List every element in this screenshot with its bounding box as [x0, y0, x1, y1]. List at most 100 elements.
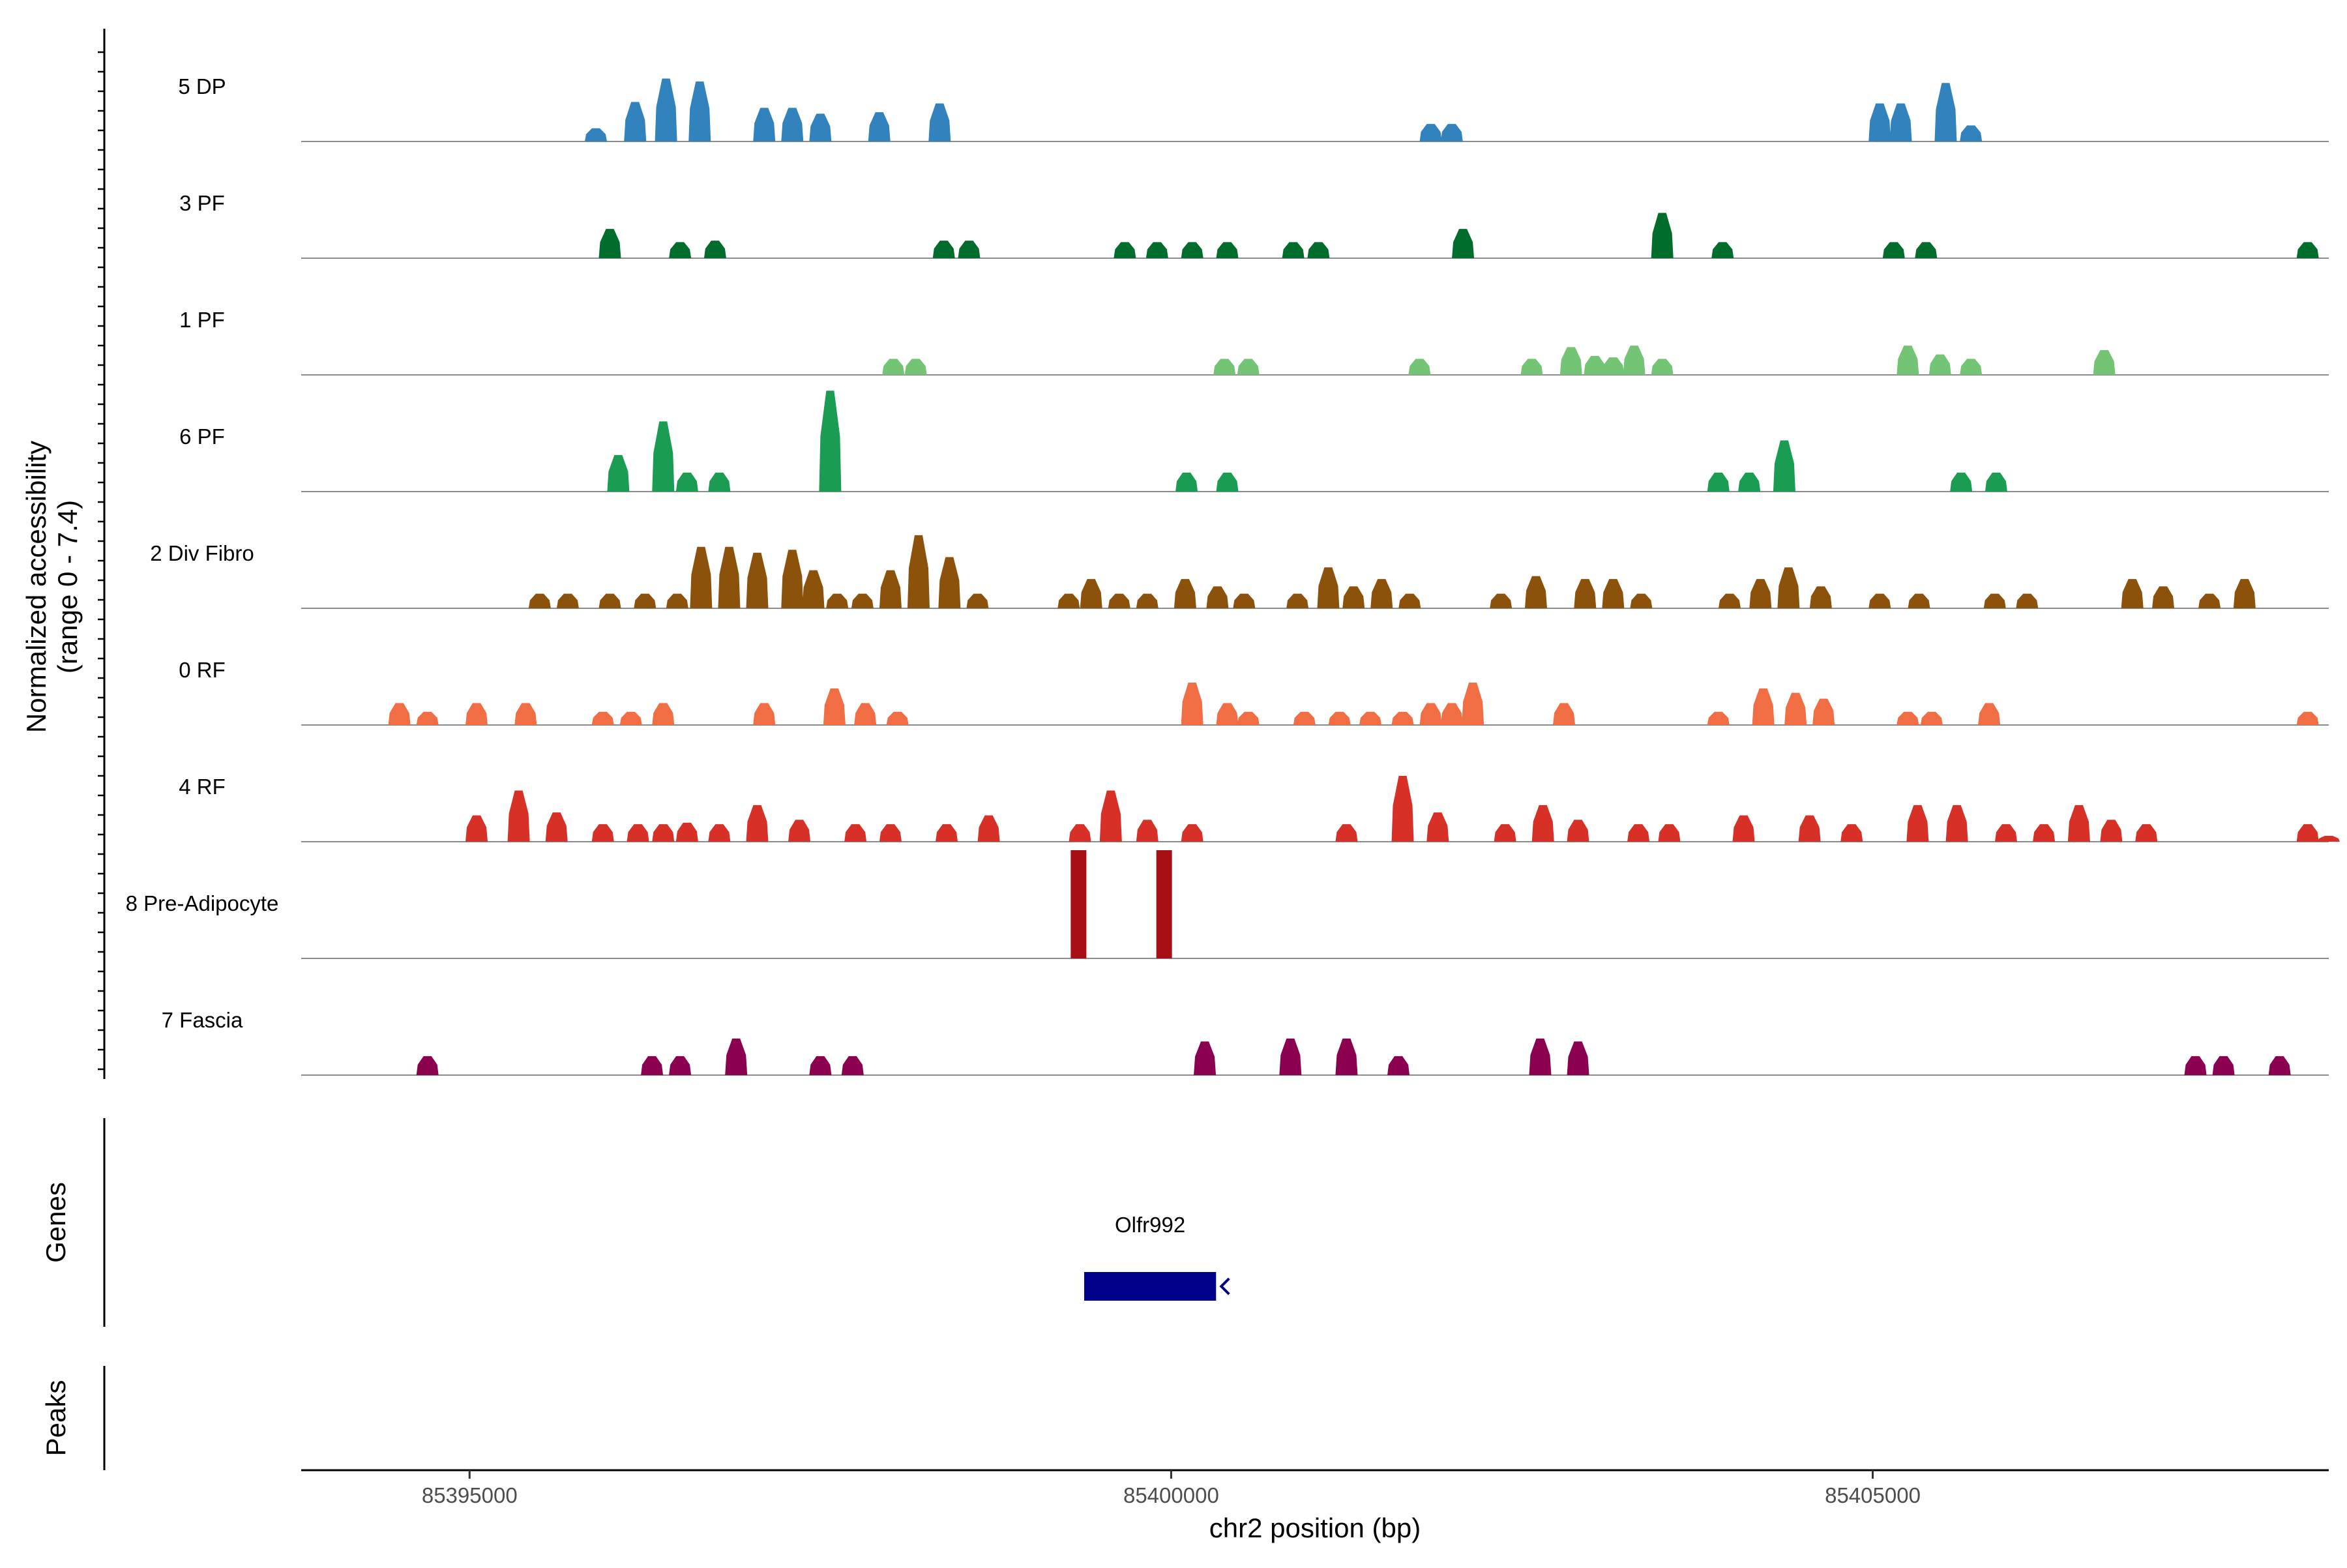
coverage-peak — [2067, 805, 2090, 842]
coverage-peak — [1602, 579, 1625, 608]
coverage-peak — [619, 711, 642, 725]
coverage-peak — [977, 815, 1000, 842]
coverage-peak — [1602, 357, 1625, 375]
coverage-peak — [907, 535, 930, 608]
coverage-peak — [591, 824, 614, 842]
coverage-peak — [1440, 124, 1463, 141]
coverage-peak — [2033, 824, 2056, 842]
coverage-peak — [1080, 579, 1102, 608]
coverage-peak — [718, 546, 741, 608]
coverage-peak — [2212, 1056, 2235, 1075]
coverage-peak — [514, 703, 537, 725]
coverage-peak — [688, 81, 711, 141]
coverage-peak — [528, 593, 551, 608]
coverage-peak — [809, 1056, 832, 1075]
coverage-peak — [1868, 103, 1891, 141]
coverage-peak — [932, 241, 955, 258]
track-4-rf: 4 RF — [179, 775, 2340, 842]
coverage-peak — [1978, 703, 2001, 725]
coverage-y-axis-ticks — [98, 51, 104, 1071]
track-label: 4 RF — [179, 775, 226, 799]
coverage-peak — [2268, 1056, 2291, 1075]
track-0-rf: 0 RF — [179, 658, 2329, 726]
coverage-peak — [1658, 824, 1681, 842]
track-label: 8 Pre-Adipocyte — [126, 891, 279, 915]
coverage-peak — [634, 593, 657, 608]
coverage-peak — [1216, 703, 1239, 725]
coverage-peak — [2296, 824, 2319, 842]
coverage-peak — [652, 703, 675, 725]
coverage-peak — [1419, 703, 1442, 725]
coverage-peak — [2152, 586, 2175, 608]
coverage-peak — [1426, 812, 1449, 842]
x-axis-ticks: 85395000 85400000 85405000 — [422, 1470, 1921, 1507]
coverage-peak — [1908, 593, 1930, 608]
coverage-peak — [1181, 824, 1203, 842]
coverage-peak — [556, 593, 579, 608]
coverage-peak — [507, 790, 530, 842]
coverage-peak — [1718, 593, 1741, 608]
coverage-peak — [746, 805, 769, 842]
coverage-peak — [598, 593, 621, 608]
coverage-peak — [1840, 824, 1863, 842]
coverage-peak — [1181, 682, 1203, 725]
coverage-peak — [2296, 711, 2319, 725]
coverage-peak — [627, 824, 649, 842]
track-1-pf: 1 PF — [179, 308, 2329, 376]
genes-panel-label: Genes — [40, 1182, 71, 1263]
coverage-peak — [1328, 711, 1351, 725]
coverage-peak — [1136, 820, 1159, 842]
strand-arrow — [1219, 1277, 1230, 1295]
coverage-peak — [753, 703, 776, 725]
track-label: 2 Div Fibro — [150, 541, 254, 565]
coverage-peak — [1307, 242, 1330, 258]
coverage-peak — [1960, 125, 1983, 141]
coverage-peak — [1452, 229, 1475, 258]
coverage-peak — [1233, 593, 1256, 608]
coverage-peak — [746, 552, 769, 608]
coverage-peak — [904, 359, 927, 375]
coverage-peak — [1136, 593, 1159, 608]
coverage-peak — [958, 241, 981, 258]
coverage-peak — [1897, 711, 1919, 725]
track-6-pf: 6 PF — [179, 391, 2329, 492]
track-3-pf: 3 PF — [179, 191, 2329, 259]
coverage-peak — [938, 557, 961, 608]
coverage-peak — [1651, 213, 1674, 258]
track-label: 3 PF — [179, 191, 225, 215]
coverage-peak — [584, 128, 607, 141]
coverage-peak — [416, 711, 439, 725]
coverage-peak — [655, 78, 677, 141]
track-label: 0 RF — [179, 658, 226, 682]
coverage-peak — [886, 711, 909, 725]
coverage-peak — [690, 546, 713, 608]
coverage-peak — [928, 103, 951, 141]
coverage-peak — [675, 822, 698, 842]
coverage-peak — [1175, 472, 1198, 492]
coverage-peak — [1732, 815, 1755, 842]
coverage-peak — [1529, 1038, 1552, 1075]
coverage-peak — [1934, 83, 1957, 141]
coverage-peak — [1216, 242, 1239, 258]
coverage-peak — [1181, 242, 1203, 258]
x-tick-label: 85395000 — [422, 1483, 518, 1507]
peaks-panel-label: Peaks — [40, 1380, 71, 1457]
coverage-peak — [2121, 579, 2144, 608]
coverage-peak — [1282, 242, 1305, 258]
gene-body — [1084, 1272, 1217, 1301]
coverage-peak — [936, 824, 958, 842]
coverage-peak — [1524, 576, 1547, 608]
coverage-peak — [545, 812, 568, 842]
x-tick-label: 85400000 — [1123, 1483, 1219, 1507]
coverage-peak — [1777, 567, 1800, 608]
coverage-peak — [1335, 824, 1358, 842]
coverage-peak — [1216, 472, 1239, 492]
coverage-peak — [465, 815, 488, 842]
coverage-peak — [652, 421, 675, 492]
coverage-peak — [1567, 820, 1589, 842]
coverage-peak — [1145, 242, 1168, 258]
coverage-peak — [1812, 698, 1835, 725]
coverage-peak — [1906, 805, 1929, 842]
coverage-peak — [1985, 472, 2007, 492]
